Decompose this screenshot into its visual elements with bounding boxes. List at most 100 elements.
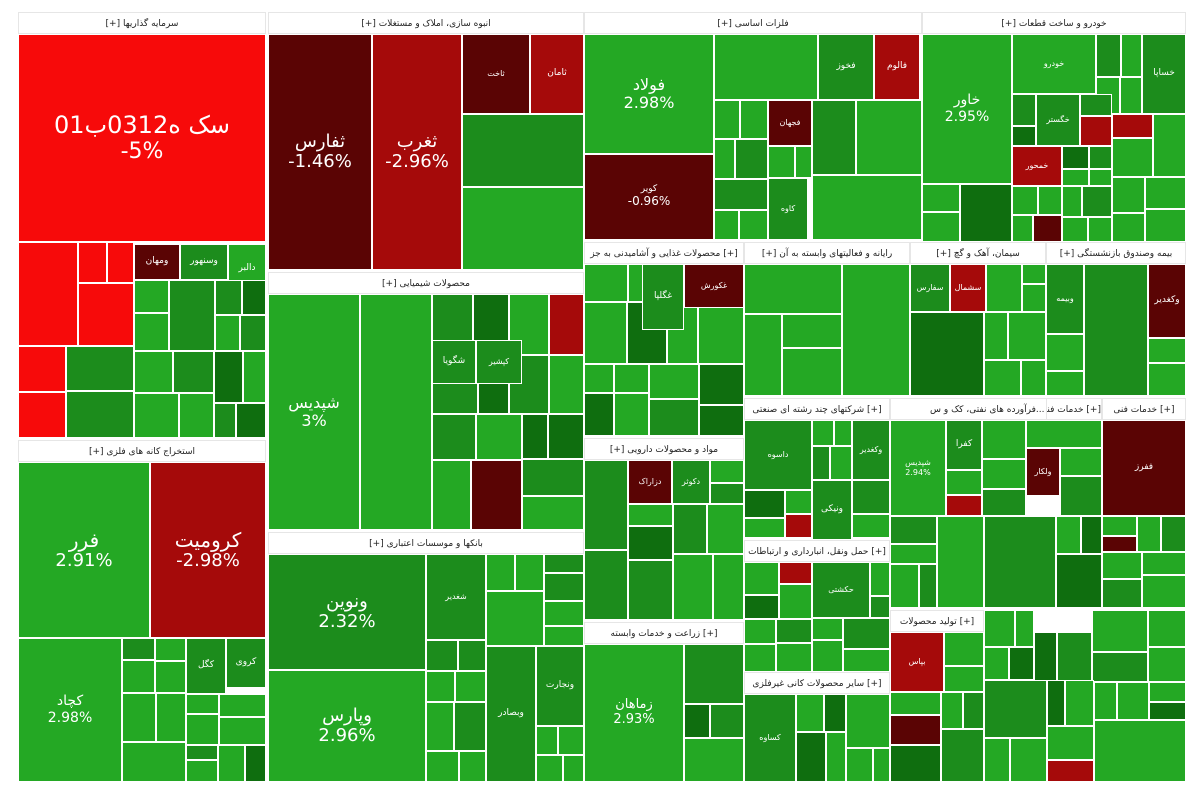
small-stock-tile[interactable] <box>870 562 890 596</box>
small-stock-tile[interactable] <box>1057 632 1092 682</box>
small-stock-tile[interactable] <box>155 661 186 693</box>
small-stock-tile[interactable] <box>558 726 584 755</box>
small-stock-tile[interactable] <box>1117 682 1149 720</box>
small-stock-tile[interactable] <box>1012 126 1036 146</box>
small-stock-tile[interactable] <box>684 644 744 704</box>
small-stock-tile[interactable] <box>219 694 266 717</box>
small-stock-tile[interactable] <box>1065 680 1094 726</box>
small-stock-tile[interactable] <box>1022 284 1046 312</box>
small-stock-tile[interactable] <box>826 732 846 782</box>
small-stock-tile[interactable] <box>812 420 834 446</box>
sector-header[interactable]: [+] محصولات غذایی و آشامیدنی به جز <box>584 242 744 264</box>
small-stock-tile[interactable] <box>548 414 584 459</box>
small-stock-tile[interactable] <box>1149 682 1186 702</box>
small-stock-tile[interactable] <box>944 632 984 666</box>
small-stock-tile[interactable] <box>509 294 549 355</box>
small-stock-tile[interactable] <box>122 742 186 782</box>
stock-tile[interactable]: وسنهور <box>180 244 228 280</box>
small-stock-tile[interactable] <box>186 694 219 714</box>
small-stock-tile[interactable] <box>852 480 890 514</box>
stock-tile[interactable]: حکشتی <box>812 562 870 618</box>
small-stock-tile[interactable] <box>584 460 628 550</box>
small-stock-tile[interactable] <box>462 114 584 187</box>
stock-tile[interactable]: خساپا <box>1142 34 1186 114</box>
small-stock-tile[interactable] <box>134 280 169 313</box>
small-stock-tile[interactable] <box>1102 579 1142 608</box>
small-stock-tile[interactable] <box>984 360 1021 396</box>
small-stock-tile[interactable] <box>785 514 812 538</box>
small-stock-tile[interactable] <box>426 640 458 671</box>
stock-tile[interactable]: وبیمه <box>1046 264 1084 334</box>
sector-header[interactable]: انبوه سازی، املاک و مستغلات [+] <box>268 12 584 34</box>
stock-tile[interactable]: فخوز <box>818 34 874 100</box>
sector-header[interactable]: رایانه و فعالیتهای وابسته به آن [+] <box>744 242 910 264</box>
stock-tile[interactable]: ثفارس -1.46% <box>268 34 372 270</box>
small-stock-tile[interactable] <box>946 470 982 495</box>
sector-header[interactable]: [+] خدمات فنی <box>1102 398 1186 420</box>
small-stock-tile[interactable] <box>714 100 740 139</box>
small-stock-tile[interactable] <box>1026 420 1102 448</box>
small-stock-tile[interactable] <box>432 414 476 460</box>
small-stock-tile[interactable] <box>941 692 963 729</box>
small-stock-tile[interactable] <box>744 595 779 619</box>
sector-header[interactable]: بیمه وصندوق بازنشستگی [+] <box>1046 242 1186 264</box>
small-stock-tile[interactable] <box>944 666 984 692</box>
small-stock-tile[interactable] <box>476 414 522 460</box>
stock-tile[interactable]: ففرز <box>1102 420 1186 516</box>
stock-tile[interactable]: ونجارت <box>536 646 584 726</box>
sector-header[interactable]: خودرو و ساخت قطعات [+] <box>922 12 1186 34</box>
small-stock-tile[interactable] <box>960 184 1012 242</box>
small-stock-tile[interactable] <box>739 210 768 240</box>
stock-tile[interactable]: خمحور <box>1012 146 1062 186</box>
stock-tile[interactable]: زماهان 2.93% <box>584 644 684 782</box>
small-stock-tile[interactable] <box>984 610 1015 647</box>
small-stock-tile[interactable] <box>544 554 584 573</box>
small-stock-tile[interactable] <box>795 146 812 178</box>
small-stock-tile[interactable] <box>744 619 776 644</box>
small-stock-tile[interactable] <box>684 738 744 782</box>
small-stock-tile[interactable] <box>779 584 812 619</box>
small-stock-tile[interactable] <box>454 702 486 751</box>
stock-tile[interactable]: سک ه0312ب01-5% <box>0 0 2 2</box>
small-stock-tile[interactable] <box>714 139 735 179</box>
small-stock-tile[interactable] <box>549 355 584 414</box>
small-stock-tile[interactable] <box>219 717 266 745</box>
small-stock-tile[interactable] <box>1121 34 1142 77</box>
small-stock-tile[interactable] <box>785 490 812 514</box>
small-stock-tile[interactable] <box>873 748 890 782</box>
stock-tile[interactable]: فرر 2.91% <box>18 462 150 638</box>
small-stock-tile[interactable] <box>1148 647 1186 682</box>
stock-tile[interactable]: کاوه <box>768 178 808 240</box>
small-stock-tile[interactable] <box>698 305 744 364</box>
small-stock-tile[interactable] <box>824 694 846 732</box>
small-stock-tile[interactable] <box>522 414 548 459</box>
small-stock-tile[interactable] <box>78 242 107 283</box>
stock-tile[interactable]: غگلپا <box>642 264 684 330</box>
small-stock-tile[interactable] <box>122 693 156 742</box>
small-stock-tile[interactable] <box>713 554 744 620</box>
small-stock-tile[interactable] <box>1148 610 1186 647</box>
small-stock-tile[interactable] <box>744 264 842 314</box>
stock-tile[interactable]: کگل <box>186 638 226 694</box>
small-stock-tile[interactable] <box>1112 138 1153 177</box>
small-stock-tile[interactable] <box>186 714 219 745</box>
sector-header[interactable]: سیمان، آهک و گچ [+] <box>910 242 1046 264</box>
small-stock-tile[interactable] <box>473 294 509 343</box>
stock-tile[interactable]: داسوه <box>744 420 812 490</box>
small-stock-tile[interactable] <box>122 660 155 693</box>
small-stock-tile[interactable] <box>846 694 890 748</box>
small-stock-tile[interactable] <box>1080 94 1112 116</box>
small-stock-tile[interactable] <box>982 420 1026 459</box>
small-stock-tile[interactable] <box>1094 682 1117 720</box>
small-stock-tile[interactable] <box>614 364 649 393</box>
sector-header[interactable]: [+] شرکتهای چند رشته ای صنعتی <box>744 398 890 420</box>
stock-tile[interactable]: کچاد 2.98% <box>18 638 122 782</box>
small-stock-tile[interactable] <box>214 351 243 403</box>
small-stock-tile[interactable] <box>549 294 584 355</box>
small-stock-tile[interactable] <box>984 516 1056 608</box>
small-stock-tile[interactable] <box>735 139 768 179</box>
stock-tile[interactable]: ونیکی <box>812 480 852 540</box>
stock-tile[interactable]: شپدیس 3% <box>268 294 360 530</box>
small-stock-tile[interactable] <box>1081 516 1102 554</box>
small-stock-tile[interactable] <box>522 459 584 496</box>
